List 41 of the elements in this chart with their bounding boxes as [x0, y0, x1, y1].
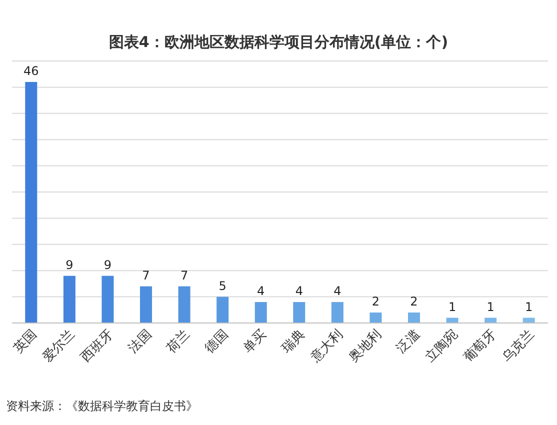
- bar: [178, 286, 190, 323]
- data-label: 9: [104, 258, 112, 272]
- data-label: 1: [448, 300, 456, 314]
- data-label: 46: [24, 64, 39, 78]
- data-label: 4: [334, 284, 342, 298]
- x-tick-label: 德国: [202, 327, 232, 356]
- bar: [25, 82, 38, 323]
- x-tick-label: 单买: [240, 327, 270, 356]
- x-tick-label: 瑞典: [278, 327, 308, 356]
- x-tick-label: 立陶宛: [422, 326, 462, 366]
- bar: [102, 276, 114, 323]
- data-label: 4: [295, 284, 303, 298]
- data-label: 4: [257, 284, 265, 298]
- x-tick-label: 奥地利: [346, 327, 385, 366]
- bar: [63, 276, 76, 323]
- data-label: 2: [410, 294, 418, 309]
- bar: [293, 302, 306, 323]
- bar: [254, 302, 267, 323]
- x-tick-label: 乌克兰: [500, 327, 538, 366]
- x-tick-label: 泛滥: [394, 327, 423, 356]
- bar: [216, 296, 229, 323]
- data-label: 2: [372, 294, 380, 309]
- x-tick-label: 西班牙: [78, 327, 117, 366]
- data-label: 7: [142, 268, 150, 282]
- bar: [140, 286, 152, 323]
- x-tick-label: 葡萄牙: [461, 327, 500, 366]
- data-label: 5: [218, 278, 226, 293]
- x-tick-label: 法国: [126, 327, 155, 356]
- data-label: 1: [486, 300, 494, 314]
- chart-title: 图表4：欧洲地区数据科学项目分布情况(单位：个): [108, 33, 448, 51]
- bar: [331, 302, 344, 323]
- bar: [370, 312, 382, 323]
- data-label: 7: [180, 268, 188, 282]
- x-tick-label: 爱尔兰: [40, 327, 78, 366]
- x-tick-label: 荷兰: [164, 327, 194, 356]
- bar: [408, 312, 420, 323]
- text: 资料来源：《数据科学教育白皮书》: [6, 399, 198, 413]
- data-label: 9: [66, 258, 74, 272]
- data-label: 1: [525, 300, 533, 314]
- x-tick-label: 英国: [10, 327, 40, 356]
- x-tick-label: 意大利: [307, 327, 346, 366]
